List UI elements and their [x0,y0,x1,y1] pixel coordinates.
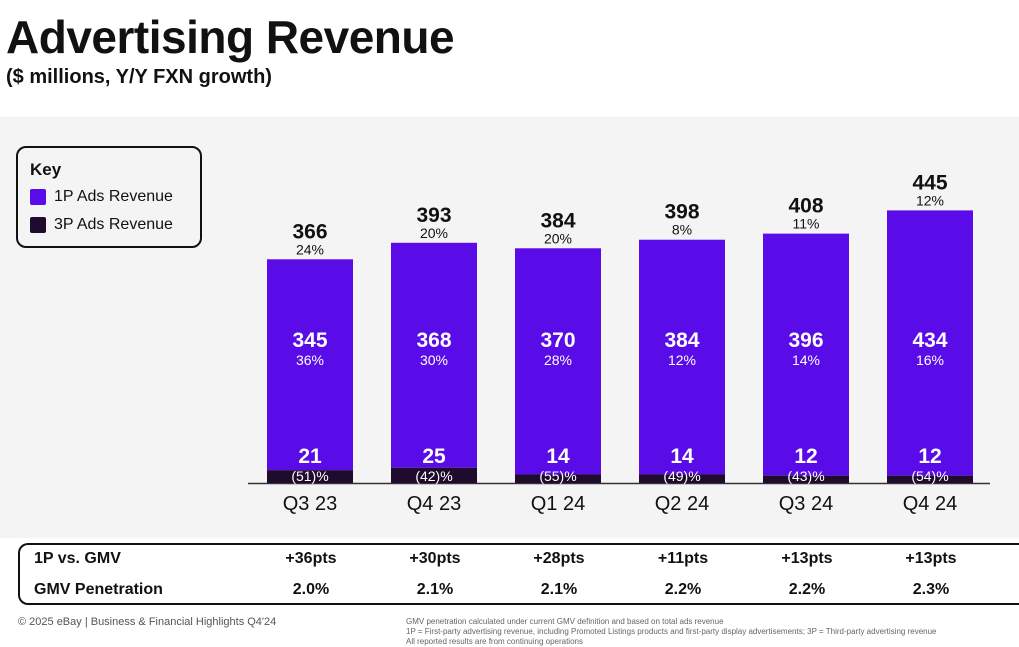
growth-label-1p-q1-24: 28% [544,352,572,368]
cell-gmv-pen-q1-24: 2.1% [540,581,578,598]
growth-label-3p-q4-23: (42)% [415,468,452,484]
footer-note: GMV penetration calculated under current… [406,617,724,626]
value-label-1p-q4-24: 434 [912,329,947,352]
total-growth-label-q4-23: 20% [420,225,448,241]
x-tick-label-q2-24: Q2 24 [655,493,709,515]
total-label-q4-23: 393 [416,204,451,227]
cell-1p-vs-gmv-q2-24: +11pts [657,550,709,567]
legend-title: Key [30,160,62,179]
value-label-3p-q3-23: 21 [298,445,322,468]
legend-box: Key 1P Ads Revenue 3P Ads Revenue [16,146,202,248]
total-label-q4-24: 445 [912,171,947,194]
value-label-1p-q3-24: 396 [788,329,823,352]
value-label-1p-q1-24: 370 [540,329,575,352]
bar-3p-q2-24 [639,474,725,483]
cell-1p-vs-gmv-q4-24: +13pts [905,550,957,567]
metrics-table: 1P vs. GMV GMV Penetration +36pts +30pts… [18,543,1019,605]
cell-gmv-pen-q4-23: 2.1% [416,581,454,598]
legend-item-3p: 3P Ads Revenue [30,216,173,234]
legend-label-3p: 3P Ads Revenue [54,216,173,233]
x-tick-label-q1-24: Q1 24 [531,493,585,515]
total-label-q2-24: 398 [664,201,699,224]
total-growth-label-q3-24: 11% [793,216,820,232]
legend-swatch-3p [30,217,46,233]
cell-gmv-pen-q3-23: 2.0% [292,581,330,598]
cell-1p-vs-gmv-q1-24: +28pts [533,550,585,567]
bar-1p-q2-24 [639,239,725,475]
growth-label-1p-q3-24: 14% [792,352,820,368]
cell-1p-vs-gmv-q3-23: +36pts [285,550,337,567]
growth-label-3p-q3-23: (51)% [291,468,328,484]
bar-1p-q3-24 [763,233,849,476]
cell-1p-vs-gmv-q4-23: +30pts [409,550,461,567]
footer-note: 1P = First-party advertising revenue, in… [406,627,937,636]
growth-label-3p-q2-24: (49)% [663,468,700,484]
growth-label-1p-q4-24: 16% [916,352,944,368]
legend-swatch-1p [30,189,46,205]
bar-1p-q1-24 [515,248,601,475]
total-growth-label-q4-24: 12% [916,192,944,208]
bar-1p-q4-23 [391,242,477,468]
cell-1p-vs-gmv-q3-24: +13pts [781,550,833,567]
bar-3p-q1-24 [515,474,601,483]
growth-label-3p-q3-24: (43)% [787,468,824,484]
growth-label-3p-q1-24: (55)% [539,468,576,484]
value-label-1p-q4-23: 368 [416,329,451,352]
growth-label-1p-q2-24: 12% [668,352,696,368]
x-tick-label-q4-24: Q4 24 [903,493,957,515]
cell-gmv-pen-q2-24: 2.2% [664,581,702,598]
bar-3p-q3-23 [267,470,353,483]
legend-label-1p: 1P Ads Revenue [54,188,173,205]
growth-label-1p-q4-23: 30% [420,352,448,368]
value-label-3p-q4-23: 25 [422,445,446,468]
total-growth-label-q2-24: 8% [672,222,692,238]
total-label-q1-24: 384 [540,209,575,232]
value-label-3p-q2-24: 14 [670,445,694,468]
footer-copyright: © 2025 eBay | Business & Financial Highl… [18,616,277,628]
total-growth-label-q1-24: 20% [544,230,572,246]
value-label-3p-q4-24: 12 [918,445,941,468]
page-title: Advertising Revenue [6,11,455,63]
cell-gmv-pen-q3-24: 2.2% [788,581,826,598]
growth-label-1p-q3-23: 36% [296,352,324,368]
value-label-1p-q2-24: 384 [664,329,699,352]
value-label-3p-q1-24: 14 [546,445,570,468]
bar-1p-q3-23 [267,259,353,471]
total-label-q3-23: 366 [292,220,327,243]
row-label-1p-vs-gmv: 1P vs. GMV [34,550,121,567]
footer-note: All reported results are from continuing… [406,637,583,646]
legend-item-1p: 1P Ads Revenue [30,188,173,206]
footer-notes: GMV penetration calculated under current… [406,617,936,647]
value-label-1p-q3-23: 345 [292,329,327,352]
bar-3p-q4-24 [887,475,973,483]
cell-gmv-pen-q4-24: 2.3% [912,581,950,598]
bar-3p-q4-23 [391,467,477,483]
bar-1p-q4-24 [887,210,973,476]
bar-3p-q3-24 [763,475,849,483]
growth-label-3p-q4-24: (54)% [911,468,948,484]
x-tick-label-q4-23: Q4 23 [407,493,461,515]
page-subtitle: ($ millions, Y/Y FXN growth) [6,66,272,88]
x-tick-label-q3-24: Q3 24 [779,493,833,515]
value-label-3p-q3-24: 12 [794,445,817,468]
x-tick-label-q3-23: Q3 23 [283,493,337,515]
total-label-q3-24: 408 [788,195,823,218]
row-label-gmv-penetration: GMV Penetration [34,581,163,598]
total-growth-label-q3-23: 24% [296,241,324,257]
